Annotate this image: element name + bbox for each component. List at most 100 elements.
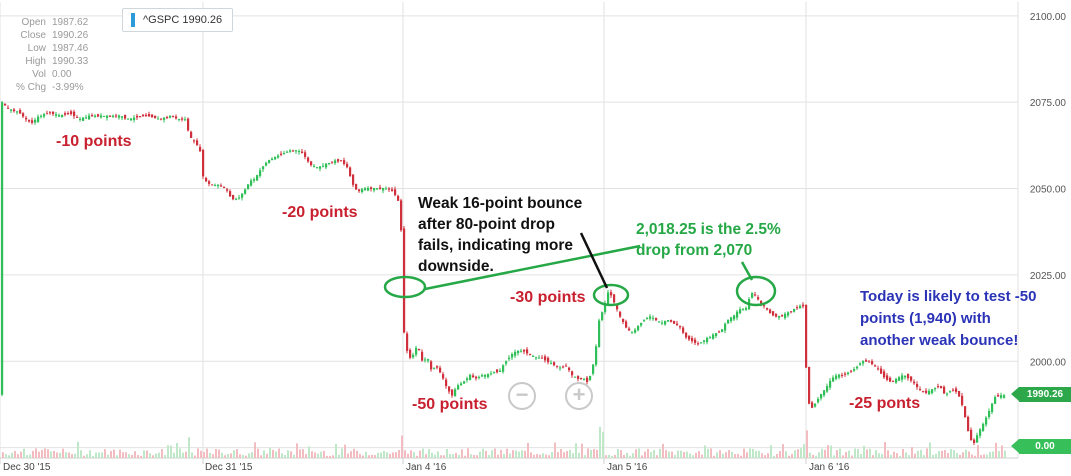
- zoom-out-button[interactable]: −: [508, 382, 536, 410]
- volume-bar: [941, 450, 943, 458]
- volume-bar: [800, 448, 802, 458]
- candle-body: [301, 151, 304, 154]
- volume-bar: [95, 452, 97, 458]
- candle-body: [565, 365, 568, 367]
- candle-body: [907, 374, 910, 379]
- ticker-color-swatch: [131, 13, 135, 27]
- candle-body: [163, 117, 166, 120]
- ohlc-row: High 1990.33: [6, 55, 88, 68]
- volume-bar: [287, 450, 289, 458]
- candle-body: [919, 389, 922, 391]
- volume-bar: [35, 448, 37, 458]
- volume-bar: [980, 455, 982, 458]
- candle-body: [4, 103, 7, 106]
- candle-body: [964, 406, 967, 418]
- volume-bar: [248, 453, 250, 458]
- volume-bar: [881, 453, 883, 458]
- candle-body: [694, 339, 697, 343]
- candle-body: [142, 114, 145, 117]
- volume-bar: [680, 450, 682, 458]
- volume-bar: [842, 455, 844, 458]
- volume-bar: [173, 452, 175, 458]
- candle-body: [160, 118, 163, 120]
- candle-body: [709, 337, 712, 339]
- volume-bar: [857, 449, 859, 458]
- candle-body: [538, 357, 541, 359]
- candle-body: [478, 376, 481, 378]
- candle-body: [838, 374, 841, 378]
- volume-bar: [308, 446, 310, 458]
- ticker-chip[interactable]: ^GSPC 1990.26: [122, 8, 234, 32]
- candle-body: [988, 410, 991, 418]
- volume-bar: [653, 450, 655, 458]
- candle-body: [469, 374, 472, 380]
- candle-body: [190, 131, 193, 138]
- volume-bar: [467, 448, 469, 458]
- candle-body: [25, 117, 28, 120]
- volume-bar: [599, 426, 601, 458]
- candle-body: [1000, 395, 1003, 398]
- candle-body: [796, 307, 799, 309]
- candle-body: [298, 150, 301, 153]
- candle-body: [145, 114, 148, 117]
- zoom-in-button[interactable]: +: [565, 382, 593, 410]
- candle-body: [166, 117, 169, 119]
- candle-body: [913, 381, 916, 384]
- volume-bar: [836, 450, 838, 458]
- volume-bar: [44, 448, 46, 458]
- volume-bar: [701, 454, 703, 458]
- volume-bar: [773, 455, 775, 458]
- volume-bar: [509, 453, 511, 458]
- volume-bar: [128, 454, 130, 458]
- volume-bar: [662, 443, 664, 458]
- volume-bar: [656, 455, 658, 458]
- volume-bar: [449, 454, 451, 458]
- candle-body: [187, 118, 190, 131]
- candle-body: [82, 117, 85, 121]
- volume-bar: [221, 452, 223, 458]
- candle-body: [982, 423, 985, 432]
- volume-bar: [575, 443, 577, 458]
- candle-body: [1, 102, 4, 395]
- volume-bar: [764, 455, 766, 458]
- candle-body: [730, 317, 733, 322]
- candle-body: [7, 107, 10, 109]
- candle-body: [208, 181, 211, 184]
- volume-bar: [377, 452, 379, 458]
- volume-bar: [65, 452, 67, 458]
- volume-bar: [839, 448, 841, 458]
- candle-body: [49, 112, 52, 114]
- volume-bar: [314, 452, 316, 458]
- candle-body: [763, 305, 766, 307]
- candle-body: [991, 403, 994, 412]
- ohlc-row: Vol 0.00: [6, 68, 88, 81]
- candle-body: [319, 166, 322, 169]
- volume-bar: [341, 448, 343, 458]
- volume-bar: [794, 450, 796, 458]
- volume-bar: [899, 455, 901, 458]
- volume-bar: [281, 453, 283, 458]
- volume-bar: [521, 450, 523, 458]
- volume-bar: [674, 454, 676, 458]
- candle-body: [853, 369, 856, 371]
- volume-bar: [500, 449, 502, 458]
- candle-body: [742, 309, 745, 311]
- volume-bar: [932, 454, 934, 458]
- ohlc-row: Low 1987.46: [6, 42, 89, 55]
- candles: [1, 100, 1006, 446]
- volume-bar: [752, 448, 754, 458]
- volume-bar: [935, 453, 937, 458]
- x-tick-label: Jan 4 '16: [406, 462, 447, 473]
- volume-bar: [278, 448, 280, 458]
- volume-bar: [716, 452, 718, 458]
- volume-bar: [548, 455, 550, 458]
- volume-bar: [110, 450, 112, 458]
- candle-body: [667, 320, 670, 322]
- volume-bar: [437, 451, 439, 458]
- volume-bar: [734, 454, 736, 458]
- volume-bar: [302, 449, 304, 458]
- volume-bar: [56, 452, 58, 458]
- candle-body: [451, 389, 454, 396]
- candle-body: [340, 160, 343, 162]
- volume-bar: [236, 449, 238, 458]
